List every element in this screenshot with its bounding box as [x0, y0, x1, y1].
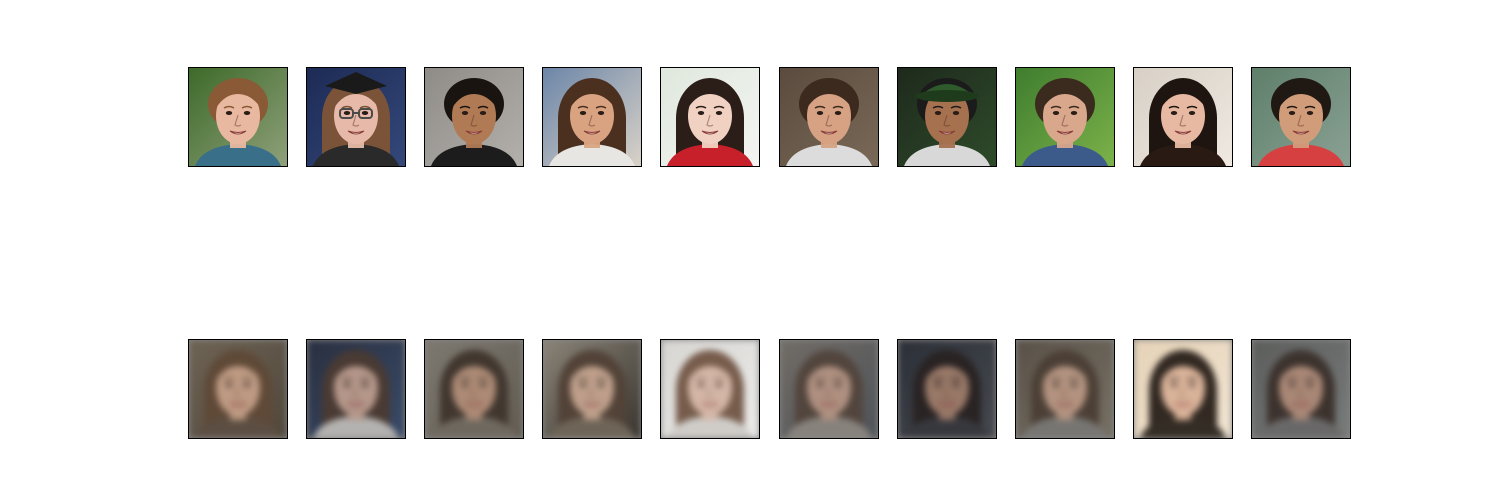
reconstructed-face-image-9: [1134, 340, 1232, 438]
reconstructed-face-tile-3: [424, 339, 524, 439]
original-face-image-1: [189, 68, 287, 166]
reconstructed-face-image-8: [1016, 340, 1114, 438]
original-face-tile-2: [306, 67, 406, 167]
reconstructed-face-tile-8: [1015, 339, 1115, 439]
reconstructed-face-tile-9: [1133, 339, 1233, 439]
reconstructed-face-tile-10: [1251, 339, 1351, 439]
original-face-tile-4: [542, 67, 642, 167]
reconstructed-faces-row: [0, 339, 1500, 439]
reconstructed-face-image-7: [898, 340, 996, 438]
original-face-image-2: [307, 68, 405, 166]
original-face-image-5: [661, 68, 759, 166]
original-face-tile-6: [779, 67, 879, 167]
reconstructed-face-tile-5: [660, 339, 760, 439]
original-face-tile-10: [1251, 67, 1351, 167]
original-face-image-9: [1134, 68, 1232, 166]
original-face-image-4: [543, 68, 641, 166]
original-face-image-3: [425, 68, 523, 166]
original-face-tile-3: [424, 67, 524, 167]
original-face-image-7: [898, 68, 996, 166]
reconstructed-face-tile-4: [542, 339, 642, 439]
original-face-image-10: [1252, 68, 1350, 166]
reconstructed-face-image-6: [780, 340, 878, 438]
original-face-tile-5: [660, 67, 760, 167]
original-face-image-6: [780, 68, 878, 166]
reconstructed-face-image-4: [543, 340, 641, 438]
reconstructed-face-tile-7: [897, 339, 997, 439]
original-face-tile-7: [897, 67, 997, 167]
original-face-tile-8: [1015, 67, 1115, 167]
reconstructed-face-image-5: [661, 340, 759, 438]
original-face-tile-9: [1133, 67, 1233, 167]
reconstructed-face-image-3: [425, 340, 523, 438]
reconstructed-face-tile-2: [306, 339, 406, 439]
reconstructed-face-image-2: [307, 340, 405, 438]
reconstructed-face-image-1: [189, 340, 287, 438]
original-faces-row: [0, 67, 1500, 167]
original-face-image-8: [1016, 68, 1114, 166]
reconstructed-face-tile-1: [188, 339, 288, 439]
reconstructed-face-tile-6: [779, 339, 879, 439]
original-face-tile-1: [188, 67, 288, 167]
reconstructed-face-image-10: [1252, 340, 1350, 438]
